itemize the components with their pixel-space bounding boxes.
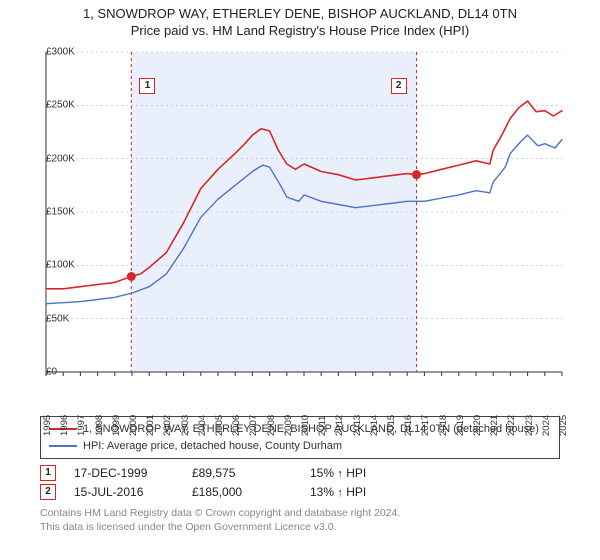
chart-title-line2: Price paid vs. HM Land Registry's House … (10, 23, 590, 38)
x-tick-label: 2011 (317, 416, 328, 436)
y-tick-label: £100K (46, 260, 50, 271)
y-tick-label: £50K (46, 313, 50, 324)
x-tick-label: 1998 (94, 415, 105, 436)
marker-pct: 15% ↑ HPI (310, 466, 366, 480)
marker-pct: 13% ↑ HPI (310, 485, 366, 499)
copyright-footer: Contains HM Land Registry data © Crown c… (40, 506, 560, 534)
x-tick-label: 2014 (369, 415, 380, 436)
marker-date: 15-JUL-2016 (74, 485, 174, 499)
x-tick-label: 2008 (266, 415, 277, 436)
x-tick-label: 2018 (438, 415, 449, 436)
x-tick-label: 2017 (420, 415, 431, 436)
marker-row: 2 15-JUL-2016 £185,000 13% ↑ HPI (40, 484, 560, 500)
x-tick-label: 1997 (76, 415, 87, 436)
marker-row: 1 17-DEC-1999 £89,575 15% ↑ HPI (40, 465, 560, 481)
legend-swatch (49, 445, 77, 447)
x-tick-label: 2019 (455, 415, 466, 436)
x-tick-label: 2020 (472, 415, 483, 436)
y-tick-label: £150K (46, 207, 50, 218)
x-tick-label: 2025 (558, 415, 569, 436)
event-badge: 1 (139, 78, 155, 94)
x-tick-label: 2006 (231, 415, 242, 436)
footer-line2: This data is licensed under the Open Gov… (40, 520, 560, 534)
x-tick-label: 2004 (197, 415, 208, 436)
price-vs-hpi-chart: £0£50K£100K£150K£200K£250K£300K199519961… (10, 40, 570, 410)
x-tick-label: 2022 (506, 415, 517, 436)
x-tick-label: 2005 (214, 415, 225, 436)
x-tick-label: 1996 (59, 415, 70, 436)
chart-svg (10, 40, 570, 410)
marker-badge: 2 (40, 484, 56, 500)
event-badge: 2 (391, 78, 407, 94)
y-tick-label: £200K (46, 153, 50, 164)
x-tick-label: 2024 (541, 415, 552, 436)
y-tick-label: £300K (46, 47, 50, 58)
x-tick-label: 2012 (334, 415, 345, 436)
x-tick-label: 2003 (180, 415, 191, 436)
legend-item: HPI: Average price, detached house, Coun… (49, 438, 551, 455)
x-tick-label: 2013 (352, 415, 363, 436)
marker-badge: 1 (40, 465, 56, 481)
x-tick-label: 2000 (128, 415, 139, 436)
x-tick-label: 2023 (524, 415, 535, 436)
x-tick-label: 2001 (145, 415, 156, 436)
chart-title-block: 1, SNOWDROP WAY, ETHERLEY DENE, BISHOP A… (0, 0, 600, 40)
legend-label: HPI: Average price, detached house, Coun… (83, 438, 342, 455)
x-tick-label: 2007 (248, 415, 259, 436)
x-tick-label: 2016 (403, 415, 414, 436)
y-tick-label: £250K (46, 100, 50, 111)
x-tick-label: 2009 (283, 415, 294, 436)
x-tick-label: 2002 (162, 415, 173, 436)
chart-title-line1: 1, SNOWDROP WAY, ETHERLEY DENE, BISHOP A… (10, 6, 590, 21)
footer-line1: Contains HM Land Registry data © Crown c… (40, 506, 560, 520)
x-tick-label: 1995 (42, 415, 53, 436)
marker-date: 17-DEC-1999 (74, 466, 174, 480)
x-tick-label: 1999 (111, 415, 122, 436)
x-tick-label: 2015 (386, 415, 397, 436)
y-tick-label: £0 (46, 367, 50, 378)
x-tick-label: 2021 (489, 415, 500, 436)
x-tick-label: 2010 (300, 415, 311, 436)
marker-price: £185,000 (192, 485, 292, 499)
marker-price: £89,575 (192, 466, 292, 480)
sale-markers-table: 1 17-DEC-1999 £89,575 15% ↑ HPI 2 15-JUL-2016… (40, 465, 560, 500)
figure-root: 1, SNOWDROP WAY, ETHERLEY DENE, BISHOP A… (0, 0, 600, 560)
